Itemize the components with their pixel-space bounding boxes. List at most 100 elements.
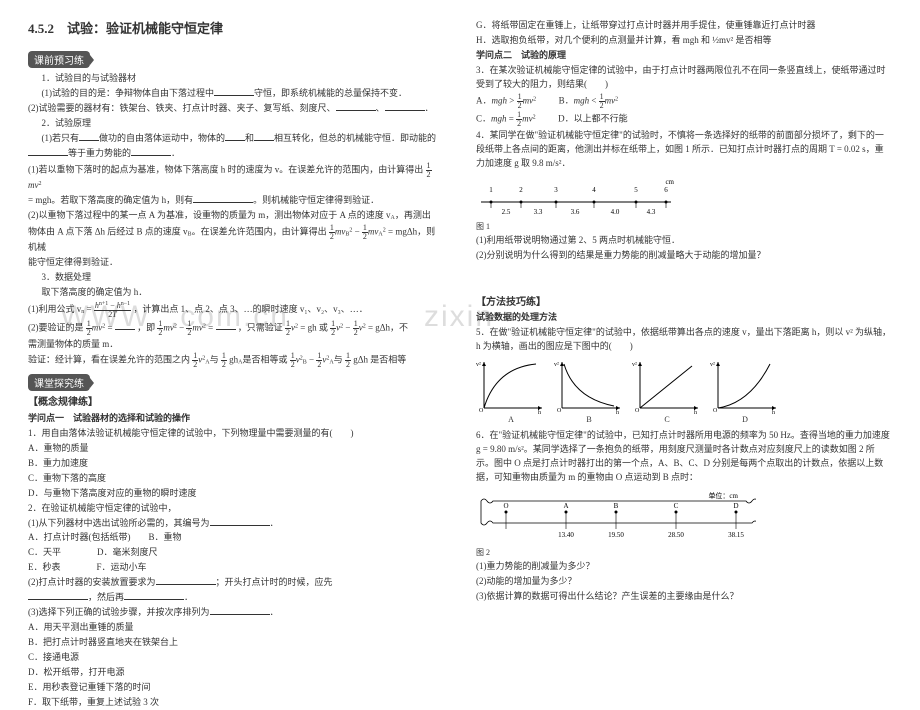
q2-line1: (1)从下列器材中选出试验所必需的，其编号为． <box>28 517 444 531</box>
svg-text:h: h <box>772 410 775 414</box>
svg-text:4.3: 4.3 <box>647 208 656 216</box>
blank[interactable] <box>28 148 68 156</box>
svg-text:v²: v² <box>632 362 637 368</box>
t: = mgh。若取下落高度的确定值为 h，则有 <box>28 195 193 205</box>
svg-text:13.40: 13.40 <box>558 531 574 539</box>
q6-2: (2)动能的增加量为多少？ <box>476 575 892 589</box>
t: 、 <box>376 103 385 113</box>
line-5b: 等于重力势能的． <box>28 147 444 161</box>
t: ，再测出 <box>395 210 431 220</box>
blank[interactable] <box>193 194 253 202</box>
t: = <box>105 322 115 332</box>
t: 物体由 A 点下落 Δh 后经过 B 点的速度 v <box>28 226 188 236</box>
graph-a[interactable]: O h v² A <box>476 358 546 414</box>
q2-step-f[interactable]: F．取下纸带，重复上述试验 3 次 <box>28 696 444 710</box>
t: 与 <box>210 355 219 365</box>
blank[interactable] <box>254 133 274 141</box>
q1-d[interactable]: D．与重物下落高度对应的重物的瞬时速度 <box>28 487 444 501</box>
q1-c[interactable]: C．重物下落的高度 <box>28 472 444 486</box>
q3-a[interactable]: A．mgh > 12mv2 B．mgh < 12mv2 <box>476 93 892 110</box>
q2-step-a[interactable]: A．用天平测出重锤的质量 <box>28 621 444 635</box>
line-6b: = mgh。若取下落高度的确定值为 h，则有。则机械能守恒定律得到验证． <box>28 194 444 208</box>
t: (2)以重物下落过程中的某一点 A 为基准，设重物的质量为 m，测出物体对应于 … <box>28 210 391 220</box>
svg-text:C: C <box>674 502 679 510</box>
q2-step-d[interactable]: D．松开纸带，打开电源 <box>28 666 444 680</box>
t: ． <box>184 592 193 602</box>
svg-text:19.50: 19.50 <box>608 531 624 539</box>
concept-rule-header: 【概念规律练】 <box>28 395 444 411</box>
q1-a[interactable]: A．重物的质量 <box>28 442 444 456</box>
blank[interactable] <box>131 148 171 156</box>
t: ． <box>425 103 434 113</box>
t: (1)若只有 <box>42 133 80 143</box>
graph-d[interactable]: O h v² D <box>710 358 780 414</box>
q2-step-c[interactable]: C．接通电源 <box>28 651 444 665</box>
q4-1: (1)利用纸带说明物通过第 2、5 两点时机械能守恒． <box>476 234 892 248</box>
section-in-class: 课堂探究练 <box>28 374 90 391</box>
svg-text:O: O <box>713 408 718 414</box>
blank[interactable] <box>225 133 245 141</box>
graph-b[interactable]: O h v² B <box>554 358 624 414</box>
blank[interactable] <box>28 592 88 600</box>
q2-cd[interactable]: C．天平 D．毫米刻度尺 <box>28 546 444 560</box>
q2-line3: (3)选择下列正确的试验步骤，并按次序排列为． <box>28 606 444 620</box>
t: 。在误差允许范围内，由计算得出 <box>192 226 327 236</box>
t: ，只需验证 <box>238 322 283 332</box>
svg-text:O: O <box>635 408 640 414</box>
svg-text:单位：cm: 单位：cm <box>708 491 738 500</box>
t: 相互转化，但总的机械能守恒．即动能的 <box>274 133 436 143</box>
q6-3: (3)依据计算的数据可得出什么结论？产生误差的主要缘由是什么？ <box>476 590 892 604</box>
q3-c[interactable]: C．mgh = 12mv2 D．以上都不行能 <box>476 111 892 128</box>
q6: 6．在"验证机械能守恒定律"的试验中，已知打点计时器所用电源的频率为 50 Hz… <box>476 429 892 485</box>
blank[interactable] <box>385 103 425 111</box>
q2-step-e[interactable]: E．用秒表登记重锤下落的时间 <box>28 681 444 695</box>
t: (2)打点计时器的安装放置要求为 <box>28 577 156 587</box>
svg-text:6: 6 <box>664 186 668 194</box>
step-h[interactable]: H．选取抱负纸带，对几个便利的点测量并计算，看 mgh 和 ½mv² 是否相等 <box>476 34 892 48</box>
q2-step-b[interactable]: B．把打点计时器竖直地夹在铁架台上 <box>28 636 444 650</box>
t: = <box>206 322 216 332</box>
line-2: (1)试验的目的是：争辩物体自由下落过程中守恒，即系统机械能的总量保持不变． <box>28 87 444 101</box>
t: C． <box>476 113 491 123</box>
line-9: 能守恒定律得到验证． <box>28 256 444 270</box>
svg-text:28.50: 28.50 <box>668 531 684 539</box>
svg-text:v²: v² <box>554 362 559 368</box>
line-10: 3．数据处理 <box>28 271 444 285</box>
q2-ab[interactable]: A．打点计时器(包括纸带) B．重物 <box>28 531 444 545</box>
blank[interactable] <box>336 103 376 111</box>
line-5: (1)若只有做功的自由落体运动中，物体的和相互转化，但总的机械能守恒．即动能的 <box>28 132 444 146</box>
svg-text:5: 5 <box>634 186 638 194</box>
t: ，然后再 <box>88 592 124 602</box>
t: (1)试验的目的是：争辩物体自由下落过程中 <box>42 88 215 98</box>
step-g[interactable]: G．将纸带固定在重锤上，让纸带穿过打点计时器并用手提住，使重锤靠近打点计时器 <box>476 19 892 33</box>
t: = gΔh，不 <box>366 322 408 332</box>
graph-c[interactable]: O h v² C <box>632 358 702 414</box>
blank[interactable] <box>79 133 99 141</box>
blank[interactable] <box>210 607 270 615</box>
line-1: 1．试验目的与试验器材 <box>28 72 444 86</box>
blank[interactable] <box>156 577 216 585</box>
t: (1)利用公式 v <box>28 304 81 314</box>
blank[interactable] <box>124 592 184 600</box>
line-7: (2)以重物下落过程中的某一点 A 为基准，设重物的质量为 m，测出物体对应于 … <box>28 209 444 223</box>
ruler-points: 1 2 3 4 5 6 <box>489 186 668 204</box>
label-b: B <box>586 415 591 424</box>
t: ，即 <box>137 322 155 332</box>
t: ． <box>270 607 279 617</box>
q2-ef[interactable]: E．秒表 F．运动小车 <box>28 561 444 575</box>
q1: 1．用自由落体法验证机械能守恒定律的试验中，下列物理量中需要测量的有( ) <box>28 427 444 441</box>
q1-b[interactable]: B．重力加速度 <box>28 457 444 471</box>
blank[interactable] <box>216 322 236 330</box>
topic-1: 学问点一 试验器材的选择和试验的操作 <box>28 412 444 426</box>
svg-text:B: B <box>614 502 619 510</box>
blank[interactable] <box>214 88 254 96</box>
blank[interactable] <box>210 517 270 525</box>
figure-1-label: 图 1 <box>476 221 892 233</box>
figure-2-label: 图 2 <box>476 547 892 559</box>
label-c: C <box>664 415 669 424</box>
svg-text:h: h <box>616 410 619 414</box>
svg-text:O: O <box>557 408 562 414</box>
svg-text:3: 3 <box>554 186 558 194</box>
blank[interactable] <box>115 322 135 330</box>
svg-text:4.0: 4.0 <box>611 208 620 216</box>
